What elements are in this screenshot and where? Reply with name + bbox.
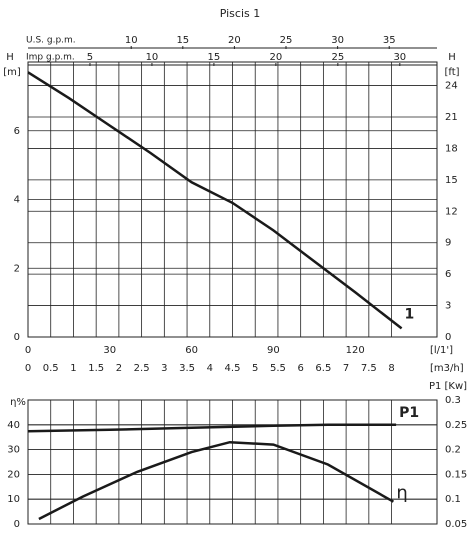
top-tick-label: 10: [125, 35, 138, 46]
series-label: η: [396, 483, 407, 504]
y2-tick-label: 24: [445, 81, 458, 92]
y2-axis-label: P1 [Kw]: [429, 381, 467, 392]
top-tick-label: 20: [270, 52, 283, 63]
y-tick-label: 2: [14, 263, 20, 274]
x-tick-label: 30: [103, 345, 116, 356]
plot-frame: [27, 61, 438, 338]
x2-axis-label: [m3/h]: [430, 363, 464, 374]
top-tick-label: 35: [383, 35, 396, 46]
x2-tick-label: 5: [252, 363, 258, 374]
top-tick-label: 5: [87, 52, 93, 63]
top-tick-label: 15: [208, 52, 221, 63]
top-tick-label: 30: [393, 52, 406, 63]
x2-tick-label: 7: [343, 363, 349, 374]
top-axis-label: Imp g.p.m.: [26, 53, 75, 63]
y2-tick-label: 3: [445, 301, 451, 312]
x2-tick-label: 3: [161, 363, 167, 374]
series-line: [27, 423, 397, 433]
x-tick-label: 90: [267, 345, 280, 356]
series-label: 1: [405, 306, 415, 322]
x2-tick-label: 0.5: [43, 363, 59, 374]
y2-tick-label: 15: [445, 175, 458, 186]
x2-tick-label: 2: [116, 363, 122, 374]
y-tick-label: 30: [7, 445, 20, 456]
y-tick-label: 4: [14, 195, 20, 206]
series-line: [38, 440, 395, 521]
x2-tick-label: 1.5: [88, 363, 104, 374]
x2-tick-label: 6.5: [315, 363, 331, 374]
x-tick-label: 120: [346, 345, 365, 356]
top-tick-label: 25: [280, 35, 293, 46]
y-tick-label: 6: [14, 126, 20, 137]
x-axis-label: [l/1']: [430, 345, 453, 356]
top-tick-label: 25: [331, 52, 344, 63]
top-tick-label: 15: [176, 35, 189, 46]
y2-tick-label: 6: [445, 269, 451, 280]
y-tick-label: 40: [7, 420, 20, 431]
y2-axis-unit: [ft]: [444, 67, 459, 78]
x2-tick-label: 8: [388, 363, 394, 374]
x2-tick-label: 3.5: [179, 363, 195, 374]
top-tick-label: 20: [228, 35, 241, 46]
y2-axis-label: H: [448, 52, 456, 63]
plot-frame: [27, 399, 438, 525]
y2-tick-label: 21: [445, 112, 458, 123]
top-tick-label: 30: [331, 35, 344, 46]
x2-tick-label: 7.5: [361, 363, 377, 374]
y-axis-unit: [m]: [3, 67, 21, 78]
x2-tick-label: 6: [297, 363, 303, 374]
y2-tick-label: 0.05: [445, 519, 467, 530]
y-tick-label: 10: [7, 494, 20, 505]
y2-tick-label: 12: [445, 206, 458, 217]
x-tick-label: 60: [185, 345, 198, 356]
y-axis-label: H: [6, 52, 14, 63]
x2-tick-label: 1: [70, 363, 76, 374]
y2-tick-label: 0: [445, 332, 451, 343]
x2-tick-label: 4: [207, 363, 213, 374]
x2-tick-label: 5.5: [270, 363, 286, 374]
x-tick-label: 0: [25, 345, 31, 356]
y-tick-label: 20: [7, 469, 20, 480]
y-tick-label: 0: [14, 332, 20, 343]
x2-tick-label: 0: [25, 363, 31, 374]
y2-tick-label: 0.2: [445, 445, 461, 456]
y-axis-label: η%: [10, 397, 26, 408]
y2-tick-label: 0.25: [445, 420, 467, 431]
y2-tick-label: 0.3: [445, 395, 461, 406]
x2-tick-label: 4.5: [225, 363, 241, 374]
top-tick-label: 10: [146, 52, 159, 63]
top-axis-label: U.S. g.p.m.: [26, 36, 76, 46]
y2-tick-label: 0.1: [445, 494, 461, 505]
y2-tick-label: 9: [445, 238, 451, 249]
series-line: [27, 71, 403, 330]
x2-tick-label: 2.5: [134, 363, 150, 374]
y2-tick-label: 18: [445, 143, 458, 154]
y-tick-label: 0: [14, 519, 20, 530]
y2-tick-label: 0.15: [445, 469, 467, 480]
chart-title: Piscis 1: [220, 7, 261, 20]
series-label: P1: [399, 405, 419, 421]
